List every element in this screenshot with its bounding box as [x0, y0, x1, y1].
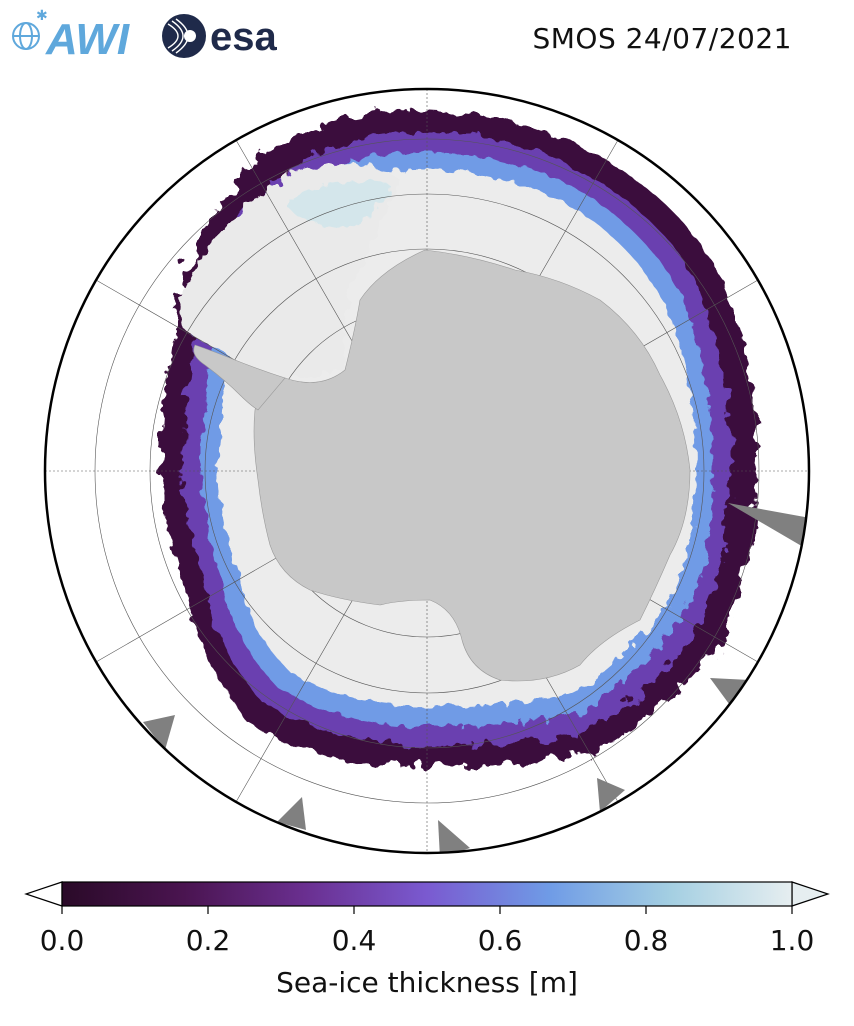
colorbar-gradient [61, 881, 793, 907]
colorbar-extend-low [24, 881, 63, 907]
awi-logo-globe-icon [12, 22, 40, 50]
colorbar-label: Sea-ice thickness [m] [276, 966, 578, 999]
map-title: SMOS 24/07/2021 [532, 22, 792, 55]
esa-logo: esa [162, 14, 277, 59]
awi-logo-star-icon: ✱ [36, 8, 48, 24]
weddell-light-blue-ice [290, 182, 390, 230]
esa-logo-text: esa [210, 15, 277, 59]
esa-logo-mark-icon [162, 14, 206, 58]
colorbar-tick-label: 0.2 [186, 924, 231, 957]
colorbar-tick-label: 1.0 [770, 924, 815, 957]
no-data-patches [143, 503, 809, 853]
colorbar-tick-label: 0.0 [40, 924, 85, 957]
colorbar-tick-label: 0.8 [624, 924, 669, 957]
awi-logo: ✱ AWI [12, 8, 130, 63]
antarctic-peninsula [193, 344, 286, 411]
colorbar-tick-label: 0.6 [478, 924, 523, 957]
colorbar-extend-high [791, 881, 830, 907]
polar-map [43, 87, 811, 855]
map-boundary [43, 87, 811, 855]
awi-logo-text: AWI [45, 15, 130, 63]
colorbar-tick-label: 0.4 [332, 924, 377, 957]
